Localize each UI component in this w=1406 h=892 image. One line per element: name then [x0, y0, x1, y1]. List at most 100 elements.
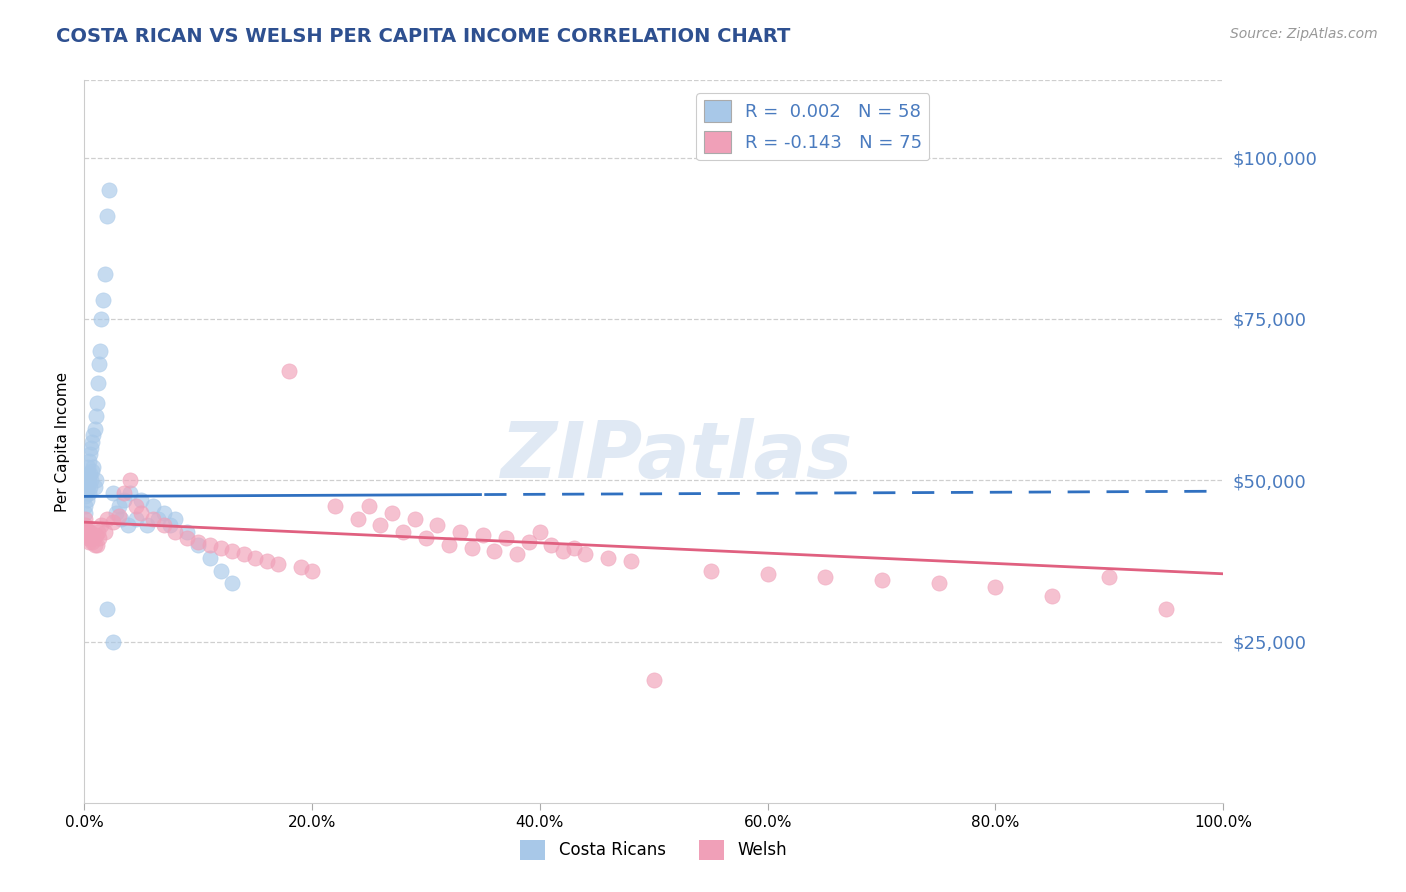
Point: [574, 548, 596, 562]
Point: [96, 602, 118, 616]
Point: [198, 538, 221, 552]
Point: [404, 512, 426, 526]
Point: [101, 515, 124, 529]
Point: [82, 428, 104, 442]
Point: [94, 524, 117, 539]
Point: [562, 541, 585, 555]
Point: [89, 357, 111, 371]
Point: [131, 506, 153, 520]
Point: [323, 499, 346, 513]
Point: [124, 512, 146, 526]
Point: [77, 473, 100, 487]
Point: [76, 528, 98, 542]
Point: [77, 486, 100, 500]
Point: [700, 564, 723, 578]
Point: [392, 524, 415, 539]
Point: [495, 531, 517, 545]
Point: [82, 460, 104, 475]
Point: [551, 544, 574, 558]
Point: [76, 460, 98, 475]
Point: [118, 486, 141, 500]
Point: [77, 528, 100, 542]
Point: [517, 534, 540, 549]
Point: [75, 518, 97, 533]
Point: [232, 548, 254, 562]
Point: [82, 531, 104, 545]
Point: [370, 518, 392, 533]
Point: [105, 506, 128, 520]
Text: ZIPatlas: ZIPatlas: [501, 418, 852, 494]
Point: [75, 512, 97, 526]
Point: [165, 524, 187, 539]
Point: [472, 528, 495, 542]
Point: [209, 541, 232, 555]
Point: [82, 434, 104, 449]
Point: [187, 538, 209, 552]
Point: [79, 447, 101, 461]
Point: [76, 522, 98, 536]
Point: [94, 267, 117, 281]
Point: [153, 518, 176, 533]
Point: [540, 538, 562, 552]
Point: [381, 506, 404, 520]
Point: [80, 473, 103, 487]
Y-axis label: Per Capita Income: Per Capita Income: [55, 371, 70, 512]
Point: [90, 312, 112, 326]
Point: [153, 506, 176, 520]
Point: [159, 518, 181, 533]
Point: [870, 573, 893, 587]
Point: [136, 518, 159, 533]
Point: [75, 506, 97, 520]
Point: [83, 480, 105, 494]
Point: [620, 554, 643, 568]
Point: [83, 538, 105, 552]
Point: [77, 454, 100, 468]
Point: [87, 524, 110, 539]
Point: [1156, 602, 1178, 616]
Point: [598, 550, 620, 565]
Point: [79, 480, 101, 494]
Point: [90, 518, 112, 533]
Point: [86, 538, 108, 552]
Point: [77, 534, 100, 549]
Point: [89, 344, 111, 359]
Point: [76, 483, 98, 497]
Point: [198, 550, 221, 565]
Point: [209, 564, 232, 578]
Point: [110, 512, 132, 526]
Point: [221, 576, 243, 591]
Point: [107, 508, 129, 523]
Legend: Costa Ricans, Welsh: Costa Ricans, Welsh: [513, 833, 794, 867]
Point: [1042, 590, 1064, 604]
Point: [83, 422, 105, 436]
Point: [75, 489, 97, 503]
Text: Source: ZipAtlas.com: Source: ZipAtlas.com: [1230, 27, 1378, 41]
Point: [80, 441, 103, 455]
Point: [91, 293, 114, 307]
Point: [89, 531, 111, 545]
Point: [76, 467, 98, 481]
Point: [142, 499, 165, 513]
Point: [1098, 570, 1121, 584]
Point: [148, 512, 170, 526]
Point: [529, 524, 551, 539]
Point: [484, 544, 506, 558]
Point: [256, 554, 278, 568]
Point: [79, 467, 101, 481]
Point: [267, 557, 290, 571]
Point: [460, 541, 482, 555]
Point: [76, 524, 98, 539]
Point: [278, 363, 301, 377]
Point: [124, 499, 146, 513]
Point: [75, 499, 97, 513]
Point: [107, 499, 129, 513]
Point: [80, 531, 103, 545]
Point: [449, 524, 471, 539]
Point: [221, 544, 243, 558]
Point: [84, 409, 107, 423]
Point: [75, 486, 97, 500]
Point: [96, 209, 118, 223]
Point: [112, 492, 135, 507]
Point: [87, 376, 110, 391]
Point: [506, 548, 529, 562]
